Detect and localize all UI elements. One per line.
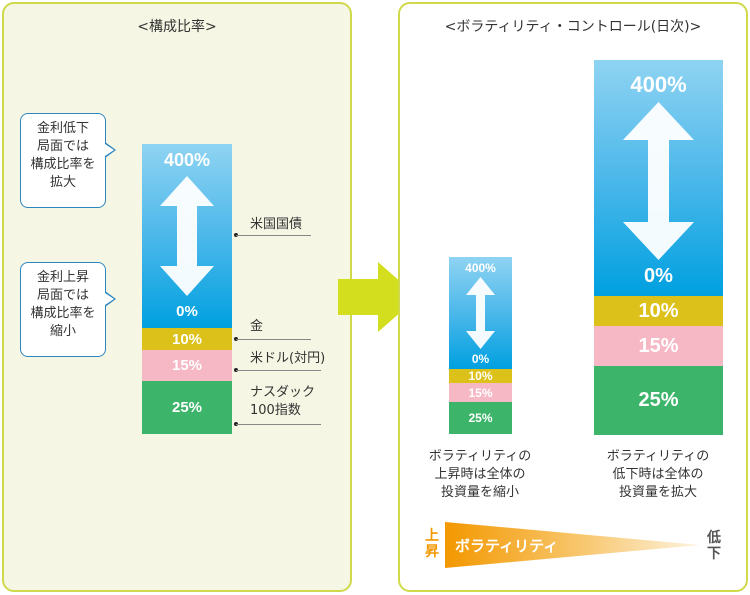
caption-line: ボラティリティの bbox=[428, 449, 532, 464]
large-double-arrow-icon bbox=[623, 102, 694, 260]
scale-char: 下 bbox=[707, 546, 721, 562]
caption-line: ボラティリティの bbox=[606, 449, 710, 464]
small-double-arrow-icon bbox=[466, 277, 495, 349]
composition-title: <構成比率> bbox=[137, 19, 217, 35]
caption-line: 低下時は全体の bbox=[612, 467, 704, 482]
nasdaq-label-line2: 100指数 bbox=[250, 403, 301, 418]
large-nasdaq-segment: 25% bbox=[594, 366, 723, 435]
caption-line: 上昇時は全体の bbox=[434, 467, 526, 482]
large-usd-segment: 15% bbox=[594, 326, 723, 366]
callout-line: 金利低下 bbox=[36, 121, 89, 136]
small-usd-segment: 15% bbox=[449, 383, 512, 402]
usd-segment: 15% bbox=[142, 350, 232, 381]
large-gold-segment: 10% bbox=[594, 296, 723, 326]
small-gold-segment: 10% bbox=[449, 369, 512, 383]
small-bar-min-label: 0% bbox=[471, 352, 490, 366]
rate-rise-callout: 金利上昇 局面では 構成比率を 縮小 bbox=[20, 262, 116, 357]
callout-line: 局面では bbox=[36, 139, 89, 154]
scale-volatility-label: ボラティリティ bbox=[455, 537, 559, 555]
double-arrow-icon bbox=[160, 176, 214, 296]
callout-pointer-fill bbox=[105, 293, 114, 305]
scale-decline-label: 低 下 bbox=[706, 530, 722, 562]
large-bar-max-label: 400% bbox=[630, 72, 687, 97]
callout-line: 構成比率を bbox=[30, 157, 96, 172]
gold-label: 金 bbox=[250, 319, 264, 334]
callout-pointer-fill bbox=[105, 144, 114, 156]
callout-line: 縮小 bbox=[49, 324, 76, 339]
scale-char: 上 bbox=[425, 528, 439, 544]
scale-char: 低 bbox=[707, 530, 721, 546]
callout-line: 構成比率を bbox=[30, 306, 96, 321]
callout-line: 拡大 bbox=[49, 175, 76, 190]
bar-min-label: 0% bbox=[176, 303, 198, 320]
treasury-label: 米国国債 bbox=[250, 217, 303, 232]
rate-decline-callout: 金利低下 局面では 構成比率を 拡大 bbox=[20, 113, 116, 208]
small-bar-max-label: 400% bbox=[465, 261, 496, 275]
volatility-scale-wedge bbox=[445, 522, 700, 568]
callout-line: 金利上昇 bbox=[36, 270, 89, 285]
leader-line bbox=[236, 339, 311, 340]
usd-label: 米ドル(対円) bbox=[250, 351, 326, 366]
volatility-control-title: <ボラティリティ・コントロール(日次)> bbox=[444, 19, 702, 35]
scale-rise-label: 上 昇 bbox=[424, 528, 440, 560]
bar-max-label: 400% bbox=[163, 150, 211, 170]
caption-line: 投資量を拡大 bbox=[618, 485, 697, 500]
large-bar-min-label: 0% bbox=[644, 265, 673, 287]
decline-caption: ボラティリティの 低下時は全体の 投資量を拡大 bbox=[588, 448, 728, 502]
small-nasdaq-segment: 25% bbox=[449, 402, 512, 434]
scale-char: 昇 bbox=[425, 544, 439, 560]
leader-line bbox=[236, 370, 321, 371]
leader-line bbox=[236, 235, 311, 236]
nasdaq-label-line1: ナスダック bbox=[250, 385, 316, 400]
caption-line: 投資量を縮小 bbox=[440, 485, 519, 500]
callout-line: 局面では bbox=[36, 288, 89, 303]
nasdaq-segment: 25% bbox=[142, 381, 232, 434]
rise-caption: ボラティリティの 上昇時は全体の 投資量を縮小 bbox=[410, 448, 550, 502]
leader-line bbox=[236, 424, 321, 425]
gold-segment: 10% bbox=[142, 328, 232, 350]
